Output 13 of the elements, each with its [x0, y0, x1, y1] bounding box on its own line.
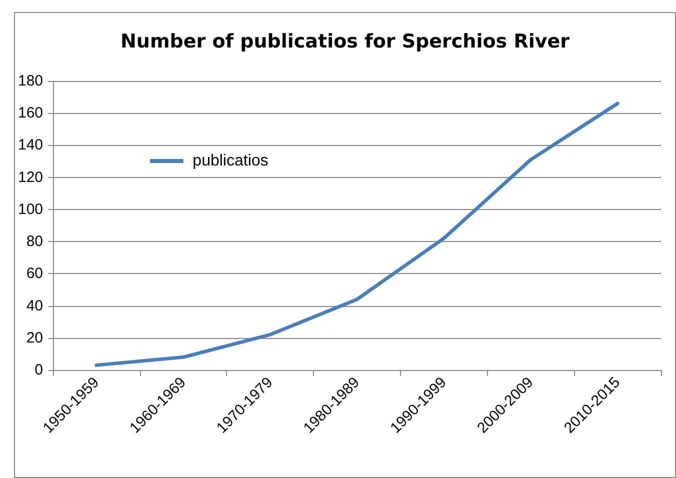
y-tick-label: 20 — [26, 329, 44, 346]
y-tick-label: 120 — [18, 168, 44, 186]
y-tick-label: 100 — [18, 200, 44, 218]
legend-label: publicatios — [192, 152, 268, 170]
y-tick-label: 40 — [26, 297, 44, 314]
y-tick-label: 0 — [34, 362, 44, 378]
y-tick-label: 60 — [26, 265, 44, 282]
y-tick-label: 80 — [26, 233, 44, 250]
chart-title: Number of publicatios for Sperchios River — [120, 30, 570, 52]
y-tick-label: 180 — [18, 72, 44, 90]
y-tick-label: 160 — [18, 104, 44, 122]
line-series — [94, 102, 620, 367]
y-tick-label: 140 — [18, 136, 44, 154]
